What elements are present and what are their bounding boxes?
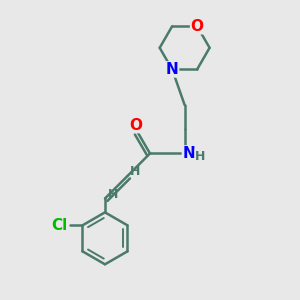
Text: H: H (195, 150, 206, 163)
Text: Cl: Cl (51, 218, 67, 233)
Text: H: H (130, 165, 140, 178)
Text: N: N (166, 62, 178, 77)
Text: H: H (107, 188, 118, 201)
Text: O: O (190, 19, 204, 34)
Text: N: N (182, 146, 195, 161)
Text: O: O (130, 118, 142, 133)
